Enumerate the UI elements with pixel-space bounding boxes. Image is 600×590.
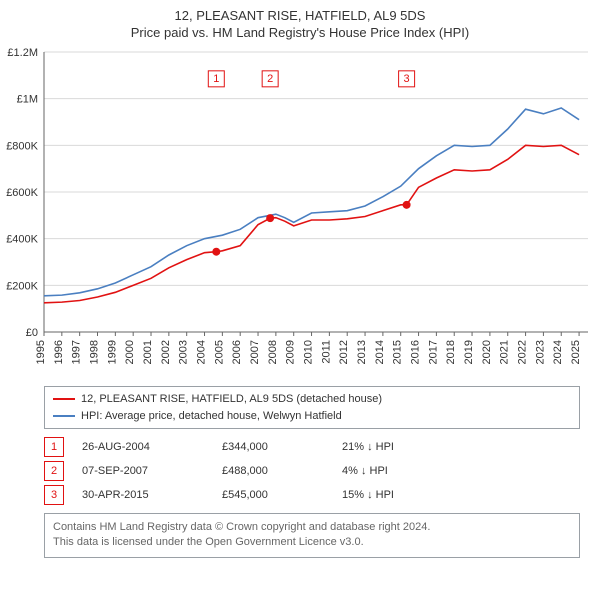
attribution-footer: Contains HM Land Registry data © Crown c… <box>44 513 580 558</box>
svg-text:2006: 2006 <box>231 340 243 364</box>
sale-price: £344,000 <box>222 441 342 453</box>
svg-text:1997: 1997 <box>71 340 83 364</box>
legend-swatch <box>53 415 75 417</box>
svg-text:£1.2M: £1.2M <box>7 48 38 59</box>
svg-text:2010: 2010 <box>303 340 315 364</box>
svg-text:2012: 2012 <box>338 340 350 364</box>
svg-text:£600K: £600K <box>6 187 38 199</box>
legend-label: HPI: Average price, detached house, Welw… <box>81 408 342 425</box>
svg-text:2017: 2017 <box>427 340 439 364</box>
svg-text:£800K: £800K <box>6 140 38 152</box>
sale-price: £488,000 <box>222 465 342 477</box>
svg-text:2020: 2020 <box>481 340 493 364</box>
sales-table: 1 26-AUG-2004£344,00021% ↓ HPI 2 07-SEP-200… <box>44 435 580 507</box>
svg-text:1998: 1998 <box>89 340 101 364</box>
chart-titles: 12, PLEASANT RISE, HATFIELD, AL9 5DS Pri… <box>0 0 600 40</box>
svg-text:2014: 2014 <box>374 340 386 364</box>
sale-marker-icon: 2 <box>44 461 64 481</box>
sale-diff: 15% ↓ HPI <box>342 489 482 501</box>
plot-area: £0 £200K £400K £600K £800K £1M £1.2M 1995 1996 19… <box>0 48 600 378</box>
svg-text:2025: 2025 <box>570 340 582 364</box>
svg-text:3: 3 <box>404 73 410 85</box>
legend-label: 12, PLEASANT RISE, HATFIELD, AL9 5DS (de… <box>81 391 382 408</box>
sale-marker-icon: 1 <box>44 437 64 457</box>
svg-text:2005: 2005 <box>213 340 225 364</box>
svg-text:£0: £0 <box>26 327 38 339</box>
svg-text:2: 2 <box>267 73 273 85</box>
sale-marker-icon: 3 <box>44 485 64 505</box>
svg-text:2013: 2013 <box>356 340 368 364</box>
svg-text:2023: 2023 <box>534 340 546 364</box>
sale-diff: 21% ↓ HPI <box>342 441 482 453</box>
svg-text:2018: 2018 <box>445 340 457 364</box>
sale-price: £545,000 <box>222 489 342 501</box>
footer-line-1: Contains HM Land Registry data © Crown c… <box>53 520 571 535</box>
svg-text:2019: 2019 <box>463 340 475 364</box>
legend-item: 12, PLEASANT RISE, HATFIELD, AL9 5DS (de… <box>53 391 571 408</box>
sale-dot-2 <box>266 214 274 222</box>
footer-line-2: This data is licensed under the Open Gov… <box>53 535 571 550</box>
svg-text:2015: 2015 <box>392 340 404 364</box>
sale-dot-1 <box>212 248 220 256</box>
sale-dot-3 <box>403 201 411 209</box>
svg-text:2000: 2000 <box>124 340 136 364</box>
svg-text:2024: 2024 <box>552 340 564 364</box>
sale-row: 3 30-APR-2015£545,00015% ↓ HPI <box>44 483 580 507</box>
svg-text:£200K: £200K <box>6 280 38 292</box>
legend-swatch <box>53 398 75 400</box>
sale-date: 07-SEP-2007 <box>82 465 222 477</box>
svg-text:1: 1 <box>213 73 219 85</box>
svg-text:2021: 2021 <box>499 340 511 364</box>
svg-text:£1M: £1M <box>17 94 38 106</box>
sale-row: 2 07-SEP-2007£488,0004% ↓ HPI <box>44 459 580 483</box>
sale-date: 26-AUG-2004 <box>82 441 222 453</box>
svg-text:2009: 2009 <box>285 340 297 364</box>
sale-diff: 4% ↓ HPI <box>342 465 482 477</box>
svg-text:2008: 2008 <box>267 340 279 364</box>
svg-text:2001: 2001 <box>142 340 154 364</box>
svg-text:1999: 1999 <box>106 340 118 364</box>
svg-text:1996: 1996 <box>53 340 65 364</box>
svg-text:2003: 2003 <box>178 340 190 364</box>
svg-text:2022: 2022 <box>517 340 529 364</box>
legend-item: HPI: Average price, detached house, Welw… <box>53 408 571 425</box>
svg-text:2007: 2007 <box>249 340 261 364</box>
svg-text:2004: 2004 <box>196 340 208 364</box>
chart-title-subtitle: Price paid vs. HM Land Registry's House … <box>0 25 600 40</box>
svg-text:£400K: £400K <box>6 234 38 246</box>
svg-text:1995: 1995 <box>35 340 47 364</box>
chart-title-address: 12, PLEASANT RISE, HATFIELD, AL9 5DS <box>0 8 600 23</box>
sale-row: 1 26-AUG-2004£344,00021% ↓ HPI <box>44 435 580 459</box>
svg-text:2002: 2002 <box>160 340 172 364</box>
chart-container: { "titles": { "line1": "12, PLEASANT RIS… <box>0 0 600 558</box>
svg-text:2016: 2016 <box>410 340 422 364</box>
sale-date: 30-APR-2015 <box>82 489 222 501</box>
svg-text:2011: 2011 <box>320 340 332 364</box>
legend: 12, PLEASANT RISE, HATFIELD, AL9 5DS (de… <box>44 386 580 429</box>
line-chart-svg: £0 £200K £400K £600K £800K £1M £1.2M 1995 1996 19… <box>0 48 600 378</box>
